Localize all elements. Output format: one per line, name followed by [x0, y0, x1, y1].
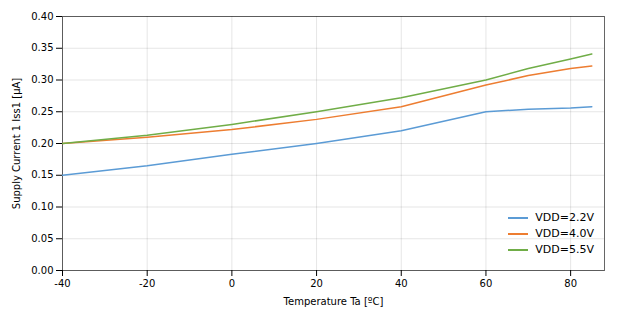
svg-text:0.30: 0.30: [31, 74, 53, 85]
svg-text:0.15: 0.15: [31, 169, 53, 180]
svg-text:0.35: 0.35: [31, 42, 53, 53]
svg-text:Temperature Ta [ºC]: Temperature Ta [ºC]: [283, 296, 384, 307]
svg-text:0.20: 0.20: [31, 138, 53, 149]
html-text:VDD=4.0V: VDD=4.0V: [535, 227, 594, 240]
svg-text:40: 40: [395, 278, 408, 289]
svg-text:0.10: 0.10: [31, 201, 53, 212]
html-text:VDD=5.5V: VDD=5.5V: [535, 243, 594, 256]
svg-text:Supply Current 1 Iss1 [μA]: Supply Current 1 Iss1 [μA]: [11, 78, 22, 210]
svg-text:20: 20: [310, 278, 323, 289]
svg-text:0.25: 0.25: [31, 106, 53, 117]
svg-text:0: 0: [229, 278, 235, 289]
svg-text:-40: -40: [54, 278, 70, 289]
svg-text:60: 60: [480, 278, 493, 289]
svg-text:0.05: 0.05: [31, 233, 53, 244]
svg-text:0.00: 0.00: [31, 265, 53, 276]
svg-text:-20: -20: [139, 278, 155, 289]
svg-text:80: 80: [564, 278, 577, 289]
svg-text:0.40: 0.40: [31, 11, 53, 22]
html-text:VDD=2.2V: VDD=2.2V: [535, 211, 594, 224]
